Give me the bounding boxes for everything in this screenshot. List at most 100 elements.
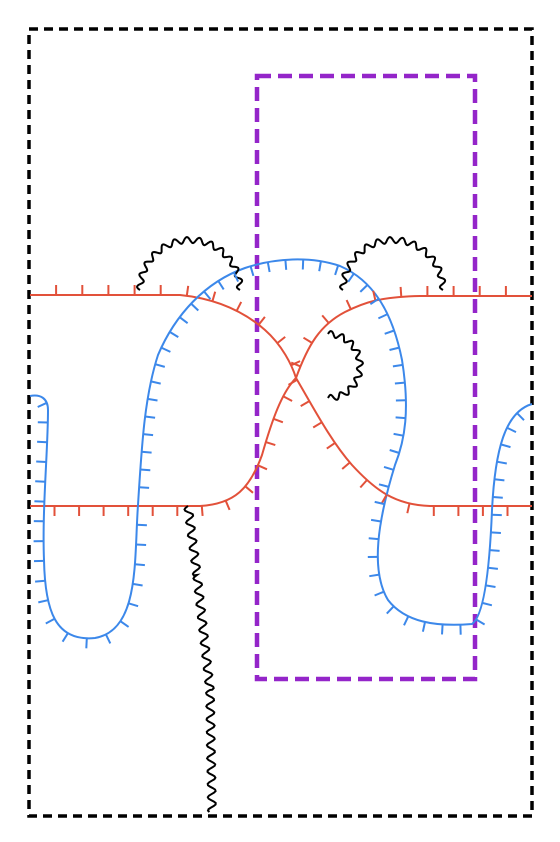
hatch-tick [496,460,507,465]
hatch-ticks [33,259,525,649]
hatch-tick [136,543,147,546]
hatch-tick [160,346,171,353]
hatch-tick [372,290,377,301]
hatch-tick [370,518,382,523]
hatch-tick [383,465,394,471]
blue-main-curve [137,258,533,626]
hatch-tick [494,478,505,482]
red-lower-curve [30,376,532,507]
hatch-tick [284,259,288,270]
hatch-tick [128,602,139,608]
hatch-tick [147,397,158,402]
hatch-tick [37,440,48,444]
hatch-tick [144,415,156,419]
hatch-tick [139,486,150,489]
hatch-tick [312,421,323,429]
hatch-tick [374,590,385,597]
hatch-tick [318,261,322,272]
hatch-tick [265,441,276,447]
hatch-tick [395,416,406,420]
hatch-tick [399,286,403,297]
hatch-tick [384,329,395,335]
hatch-tick [475,618,486,626]
hatch-tick [368,537,379,541]
hatch-tick [389,449,400,454]
hatch-tick [224,500,231,511]
hatch-tick [132,582,143,587]
hatch-tick [300,400,310,407]
hatch-tick [302,336,313,344]
hatch-tick [377,313,388,320]
hatch-tick [85,638,88,649]
hatch-tick [369,573,380,578]
hatch-tick [392,363,403,368]
hatch-tick [119,620,130,628]
hatch-tick [273,417,284,424]
hatch-tick [290,360,301,367]
hatch-tick [403,615,410,626]
hatch-tick [321,314,330,324]
hatch-tick [334,265,340,276]
hatch-tick [326,442,336,450]
hatch-tick [203,290,212,300]
hatch-tick [169,331,179,338]
hatch-tick [61,632,69,643]
hatch-tick [380,494,388,504]
hatch-tick [257,464,268,471]
blue-left-curve [29,394,139,640]
hatch-tick [290,361,301,368]
hatch-tick [276,336,286,344]
inner-dashed-frame [254,73,478,682]
hatch-tick [374,500,385,506]
hatch-tick [282,395,293,402]
hatch-tick [516,412,525,421]
hatch-tick [35,480,46,483]
hatch-tick [217,280,225,290]
black-wavy-bump-left [136,236,244,291]
hatch-tick [140,468,151,472]
hatch-tick [386,605,395,615]
hatch-tick [257,316,266,326]
hatch-tick [200,505,204,516]
hatch-tick [481,601,493,607]
hatch-tick [190,302,199,312]
hatch-tick [45,617,56,625]
hatch-tick [347,273,355,283]
hatch-tick [185,285,190,296]
hatch-tick [359,284,369,293]
hatch-tick [378,483,389,488]
hatch-tick [235,301,243,312]
hatch-tick [287,378,298,386]
hatch-tick [134,563,145,567]
hatch-tick [232,272,240,283]
hatch-tick [394,381,405,385]
black-wavy-tail [183,505,217,813]
hatch-tick [266,261,271,273]
hatch-tick [37,401,48,408]
hatch-tick [141,450,152,454]
hatch-tick [143,433,154,437]
hatch-tick [490,531,501,534]
hatch-tick [393,432,404,437]
hatch-tick [492,496,503,499]
hatch-tick [249,266,255,277]
hatch-tick [179,316,189,324]
hatch-tick [359,479,368,489]
black-wavy-loop [327,330,364,401]
hatch-tick [500,443,511,449]
hatch-tick [487,566,499,570]
hatch-tick [38,599,49,604]
hatch-tick [341,461,351,470]
hatch-tick [389,346,400,351]
hatch-tick [489,549,500,552]
hatch-tick [150,380,161,385]
hatch-tick [154,363,166,368]
hatch-tick [35,579,46,583]
hatch-tick [506,426,517,433]
hatch-tick [244,485,254,494]
hatch-tick [406,503,411,514]
hatch-tick [211,291,217,302]
hatch-tick [36,460,47,463]
hatch-tick [345,299,352,310]
hatch-tick [441,624,444,635]
